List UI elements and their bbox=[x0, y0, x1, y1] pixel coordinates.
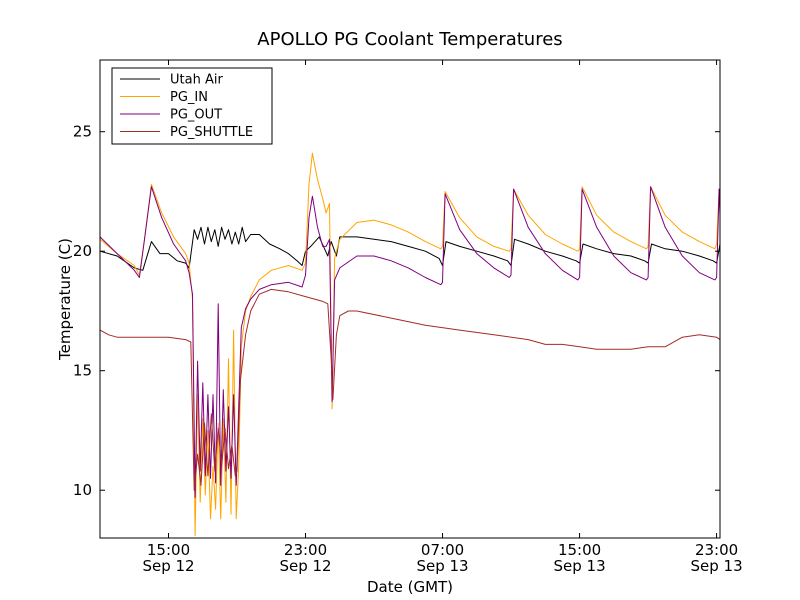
y-tick-label: 20 bbox=[73, 242, 92, 260]
x-tick-date-label: Sep 12 bbox=[142, 557, 194, 575]
plot-area-frame bbox=[99, 59, 721, 539]
y-tick-label: 25 bbox=[73, 123, 92, 141]
series-line-pg-shuttle bbox=[99, 288, 721, 491]
x-tick-time-label: 07:00 bbox=[421, 541, 464, 559]
legend-label-pg-in: PG_IN bbox=[170, 90, 208, 105]
legend-label-utah-air: Utah Air bbox=[170, 73, 223, 88]
legend-label-pg-out: PG_OUT bbox=[170, 108, 222, 123]
chart-title: APOLLO PG Coolant Temperatures bbox=[257, 29, 562, 50]
x-tick-time-label: 23:00 bbox=[695, 541, 738, 559]
x-axis-label: Date (GMT) bbox=[367, 578, 453, 596]
y-tick-label: 15 bbox=[73, 362, 92, 380]
x-tick-date-label: Sep 13 bbox=[553, 557, 605, 575]
x-tick-time-label: 15:00 bbox=[558, 541, 601, 559]
x-tick-time-label: 23:00 bbox=[284, 541, 327, 559]
y-axis-label: Temperature (C) bbox=[56, 238, 74, 361]
x-tick-date-label: Sep 12 bbox=[279, 557, 331, 575]
series-line-pg-in bbox=[99, 152, 721, 537]
legend: Utah Air PG_IN PG_OUT PG_SHUTTLE bbox=[111, 67, 273, 145]
series-line-pg-out bbox=[99, 186, 721, 498]
y-tick-label: 10 bbox=[73, 481, 92, 499]
series-layer bbox=[99, 152, 721, 537]
legend-label-pg-shuttle: PG_SHUTTLE bbox=[170, 125, 253, 140]
x-tick-date-label: Sep 13 bbox=[416, 557, 468, 575]
x-tick-time-label: 15:00 bbox=[147, 541, 190, 559]
x-tick-date-label: Sep 13 bbox=[691, 557, 743, 575]
